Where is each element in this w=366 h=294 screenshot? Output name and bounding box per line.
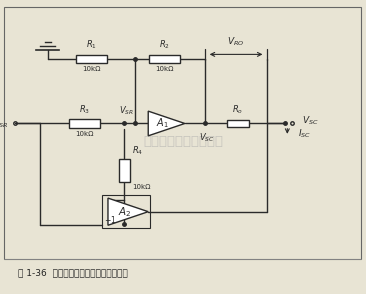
- Text: $-1$: $-1$: [104, 213, 116, 225]
- Text: $V_{SR}$: $V_{SR}$: [0, 117, 8, 130]
- FancyBboxPatch shape: [119, 159, 130, 182]
- Text: $R_1$: $R_1$: [86, 38, 97, 51]
- Text: 杭州济壹科技有限公司: 杭州济壹科技有限公司: [143, 135, 223, 148]
- Text: $R_3$: $R_3$: [79, 103, 90, 116]
- Text: 10kΩ: 10kΩ: [82, 66, 101, 72]
- FancyBboxPatch shape: [149, 55, 180, 63]
- Text: 10kΩ: 10kΩ: [156, 66, 174, 72]
- Text: $A_1$: $A_1$: [156, 117, 168, 130]
- Polygon shape: [108, 198, 148, 225]
- Text: 图 1-36  运放构成的可控双向电流源电路: 图 1-36 运放构成的可控双向电流源电路: [18, 268, 128, 277]
- Text: $R_4$: $R_4$: [132, 145, 144, 157]
- Text: 10kΩ: 10kΩ: [132, 184, 151, 190]
- Text: 10kΩ: 10kΩ: [75, 131, 93, 137]
- Polygon shape: [148, 111, 185, 136]
- Bar: [4, 7, 361, 259]
- FancyBboxPatch shape: [76, 55, 107, 63]
- Bar: [102, 195, 150, 228]
- Text: $V_{SC}$: $V_{SC}$: [302, 114, 318, 127]
- Text: $R_o$: $R_o$: [232, 103, 243, 116]
- Text: $I_{SC}$: $I_{SC}$: [298, 128, 311, 140]
- Text: $V_{SC}$: $V_{SC}$: [199, 132, 214, 144]
- Text: $V_{RO}$: $V_{RO}$: [227, 35, 245, 48]
- FancyBboxPatch shape: [227, 120, 249, 127]
- Text: $V_{SR}$: $V_{SR}$: [119, 104, 134, 117]
- FancyBboxPatch shape: [69, 119, 100, 128]
- Text: $A_2$: $A_2$: [118, 205, 131, 218]
- Text: $R_2$: $R_2$: [159, 38, 170, 51]
